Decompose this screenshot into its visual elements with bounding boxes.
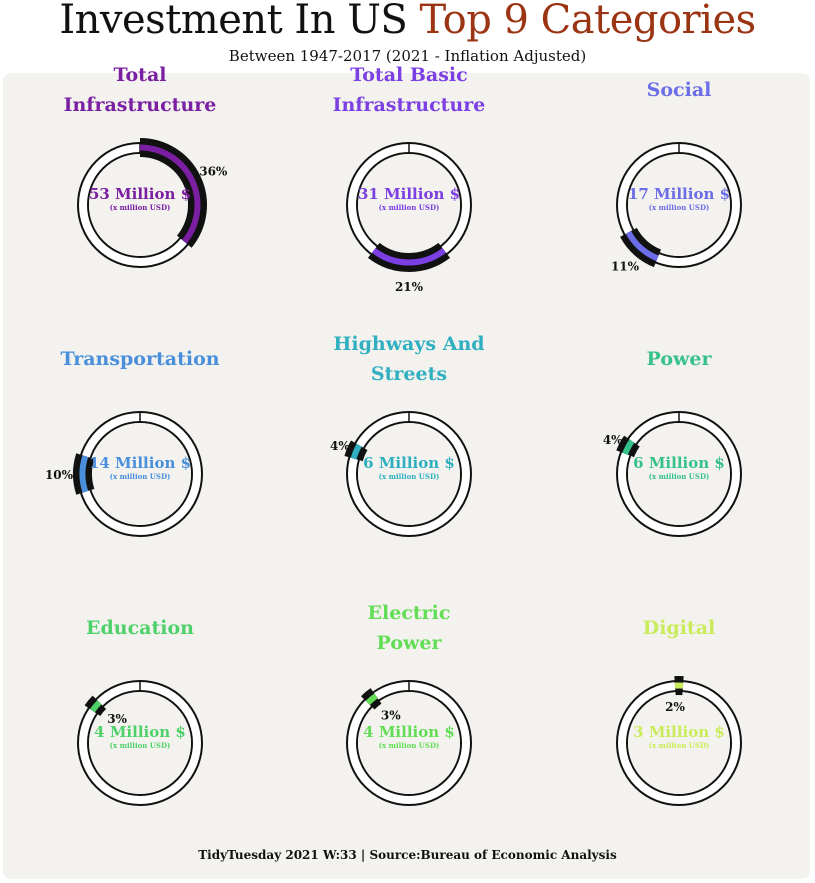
donut-1-segment: [139, 144, 201, 244]
donut-9-ring-hole: [628, 692, 730, 794]
donut-5-value-label: 6 Million $: [363, 454, 455, 472]
donut-4-category-title-line-1: Transportation: [60, 348, 219, 370]
donut-7-segment: [89, 700, 102, 713]
donut-8-category-title-line-1: Electric: [368, 602, 451, 624]
source-caption: TidyTuesday 2021 W:33 | Source:Bureau of…: [198, 848, 617, 862]
donut-8-value-label: 4 Million $: [363, 723, 455, 741]
donut-5-category-title-line-2: Streets: [371, 363, 447, 385]
donut-2-ring-hole: [358, 154, 460, 256]
donut-4-value-label: 14 Million $: [89, 454, 191, 472]
donut-6-segment: [622, 439, 635, 455]
donut-4-percent-label: 10%: [45, 468, 74, 482]
donut-7-ring-hole: [89, 692, 191, 794]
donut-8-category-title-line-2: Power: [377, 632, 443, 654]
donut-2-unit-label: (x million USD): [379, 203, 440, 212]
donut-2-segment: [371, 248, 447, 266]
donut-4-ring-hole: [89, 423, 191, 525]
donut-7-unit-label: (x million USD): [110, 741, 171, 750]
donut-6-percent-label: 4%: [603, 433, 623, 447]
donut-3-ring-hole: [628, 154, 730, 256]
donut-4-segment: [79, 455, 89, 493]
donut-4-unit-label: (x million USD): [110, 472, 171, 481]
donut-1-category-title-line-1: Total: [114, 64, 167, 86]
donut-9-category-title-line-1: Digital: [643, 617, 716, 639]
donut-6-unit-label: (x million USD): [649, 472, 710, 481]
donut-2-percent-label: 21%: [395, 280, 424, 294]
donut-5-unit-label: (x million USD): [379, 472, 440, 481]
donut-9-unit-label: (x million USD): [649, 741, 710, 750]
donut-3-segment: [625, 230, 659, 262]
donut-5-category-title-line-1: Highways And: [333, 333, 484, 355]
donut-7-category-title-line-1: Education: [86, 617, 194, 639]
donut-1-percent-label: 36%: [199, 165, 228, 179]
chart-subtitle: Between 1947-2017 (2021 - Inflation Adju…: [228, 47, 587, 65]
donut-6-value-label: 6 Million $: [633, 454, 725, 472]
donut-1-value-label: 53 Million $: [89, 185, 191, 203]
donut-7-value-label: 4 Million $: [94, 723, 186, 741]
title-accent: Top 9 Categories: [419, 0, 757, 43]
donut-6-category-title-line-1: Power: [647, 348, 713, 370]
donut-8-unit-label: (x million USD): [379, 741, 440, 750]
donut-1-ring-hole: [89, 154, 191, 256]
chart-title: Investment In US Top 9 Categories: [0, 0, 815, 40]
donut-3-percent-label: 11%: [611, 259, 640, 273]
donut-2-category-title-line-1: Total Basic: [350, 64, 467, 86]
donut-8-ring-hole: [358, 692, 460, 794]
donut-1-unit-label: (x million USD): [110, 203, 171, 212]
donut-5-segment: [350, 443, 362, 460]
donut-5-ring-hole: [358, 423, 460, 525]
donut-5-percent-label: 4%: [330, 439, 350, 453]
donut-7-percent-label: 3%: [107, 712, 127, 726]
donut-9-value-label: 3 Million $: [633, 723, 725, 741]
donut-3-value-label: 17 Million $: [628, 185, 730, 203]
title-main: Investment In US: [59, 0, 420, 43]
donut-6-ring-hole: [628, 423, 730, 525]
donut-3-category-title-line-1: Social: [647, 79, 712, 101]
donut-8-percent-label: 3%: [381, 708, 401, 722]
donut-2-category-title-line-2: Infrastructure: [333, 94, 486, 116]
donut-3-unit-label: (x million USD): [649, 203, 710, 212]
donut-1-category-title-line-2: Infrastructure: [64, 94, 217, 116]
donut-2-value-label: 31 Million $: [358, 185, 460, 203]
donut-8-segment: [365, 693, 378, 706]
donut-9-percent-label: 2%: [665, 700, 685, 714]
